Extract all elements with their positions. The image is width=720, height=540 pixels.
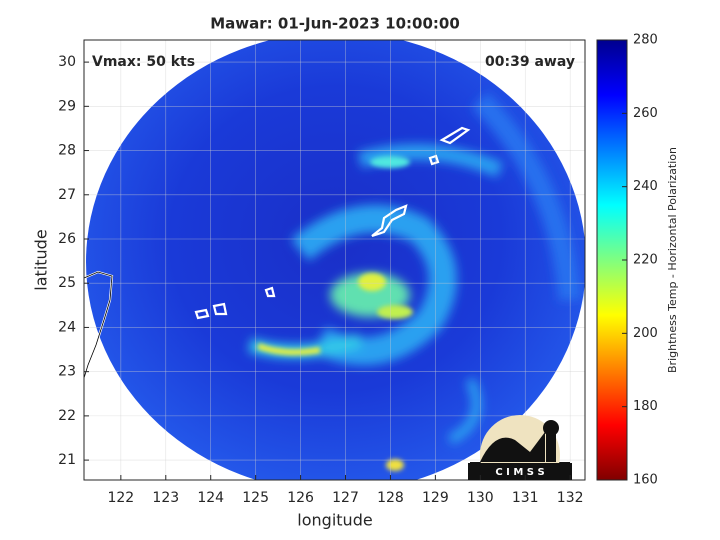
y-tick-label: 29 bbox=[58, 98, 76, 114]
y-tick-label: 26 bbox=[58, 231, 76, 247]
x-tick-label: 128 bbox=[377, 490, 404, 506]
time-annotation: 00:39 away bbox=[485, 54, 575, 70]
colorbar-tick-label: 160 bbox=[633, 473, 658, 488]
x-tick-label: 125 bbox=[242, 490, 269, 506]
plot-frame bbox=[83, 39, 586, 481]
y-tick-label: 23 bbox=[58, 364, 76, 380]
y-tick-label: 30 bbox=[58, 54, 76, 70]
y-tick-label: 24 bbox=[58, 319, 76, 335]
colorbar-label: Brightness Temp - Horizontal Polarizatio… bbox=[666, 147, 679, 373]
x-tick-label: 126 bbox=[287, 490, 314, 506]
logo-text: C I M S S bbox=[495, 467, 544, 478]
y-tick-label: 25 bbox=[58, 275, 76, 291]
x-tick-label: 123 bbox=[152, 490, 179, 506]
colorbar-tick-label: 200 bbox=[633, 326, 658, 341]
logo bbox=[468, 415, 572, 480]
x-tick-label: 122 bbox=[107, 490, 134, 506]
x-tick-label: 132 bbox=[557, 490, 584, 506]
title: Mawar: 01-Jun-2023 10:00:00 bbox=[210, 15, 460, 33]
y-tick-label: 22 bbox=[58, 408, 76, 424]
map-area bbox=[82, 39, 586, 481]
y-axis-label: latitude bbox=[32, 229, 51, 290]
x-tick-label: 130 bbox=[467, 490, 494, 506]
vmax-annotation: Vmax: 50 kts bbox=[92, 54, 195, 70]
x-axis-label: longitude bbox=[297, 511, 372, 530]
colorbar-tick-label: 260 bbox=[633, 106, 658, 121]
colorbar-tick-label: 220 bbox=[633, 253, 658, 268]
colorbar-tick-label: 240 bbox=[633, 179, 658, 194]
x-tick-label: 131 bbox=[512, 490, 539, 506]
y-tick-label: 21 bbox=[58, 452, 76, 468]
y-tick-label: 28 bbox=[58, 143, 76, 159]
x-tick-label: 129 bbox=[422, 490, 449, 506]
colorbar-tick-label: 180 bbox=[633, 399, 658, 414]
x-tick-label: 127 bbox=[332, 490, 359, 506]
y-tick-label: 27 bbox=[58, 187, 76, 203]
colorbar-tick-label: 280 bbox=[633, 33, 658, 48]
coastlines bbox=[82, 40, 537, 379]
x-tick-label: 124 bbox=[197, 490, 224, 506]
